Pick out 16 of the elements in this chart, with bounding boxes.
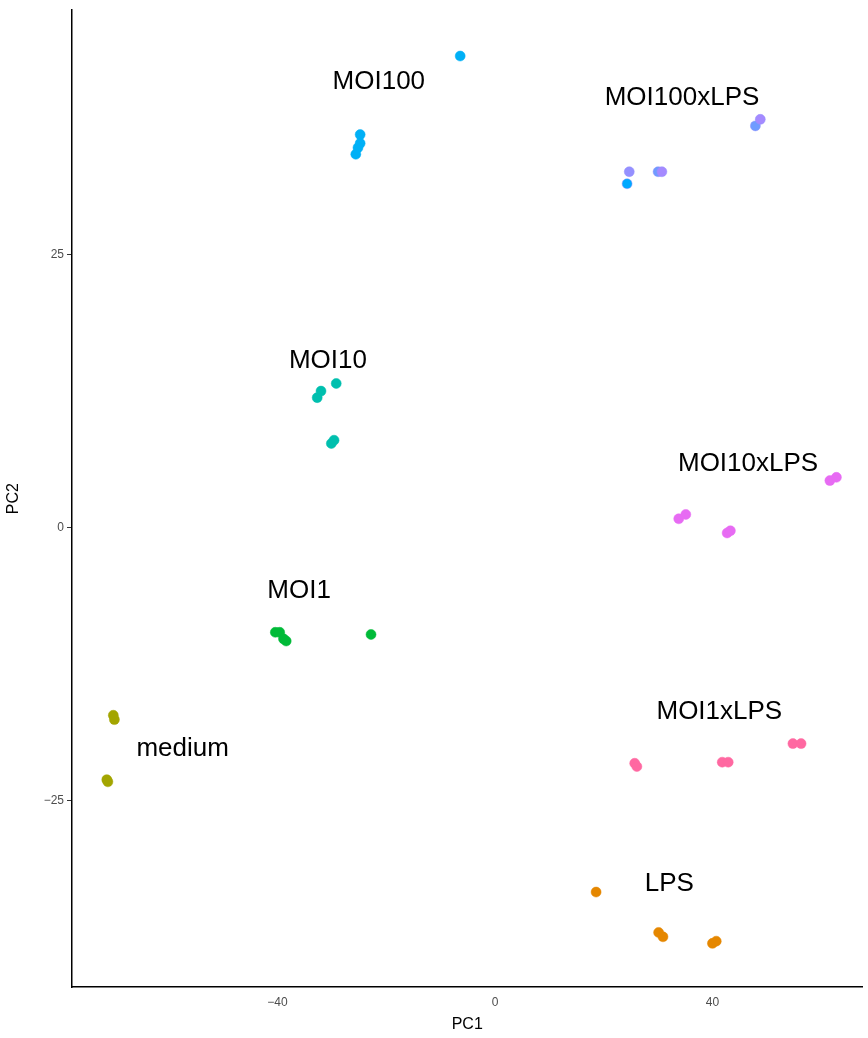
series-label: MOI10 <box>288 344 367 375</box>
y-axis-title: PC2 <box>4 482 22 515</box>
y-tick-label: 0 <box>57 519 65 534</box>
x-tick-label: 0 <box>491 994 499 1009</box>
series-label: LPS <box>644 867 694 898</box>
series-label: MOI100xLPS <box>604 80 760 111</box>
series-label: MOI1xLPS <box>656 695 783 726</box>
y-tick-label: −25 <box>43 792 65 807</box>
series-label: MOI10xLPS <box>677 447 819 478</box>
x-tick-label: −40 <box>267 994 289 1009</box>
x-axis-title: PC1 <box>451 1014 483 1032</box>
series-label: medium <box>136 732 229 763</box>
series-label: MOI1 <box>267 573 331 604</box>
series-label: MOI100 <box>332 65 426 96</box>
x-tick-label: 40 <box>705 994 720 1009</box>
y-tick-label: 25 <box>50 246 65 261</box>
